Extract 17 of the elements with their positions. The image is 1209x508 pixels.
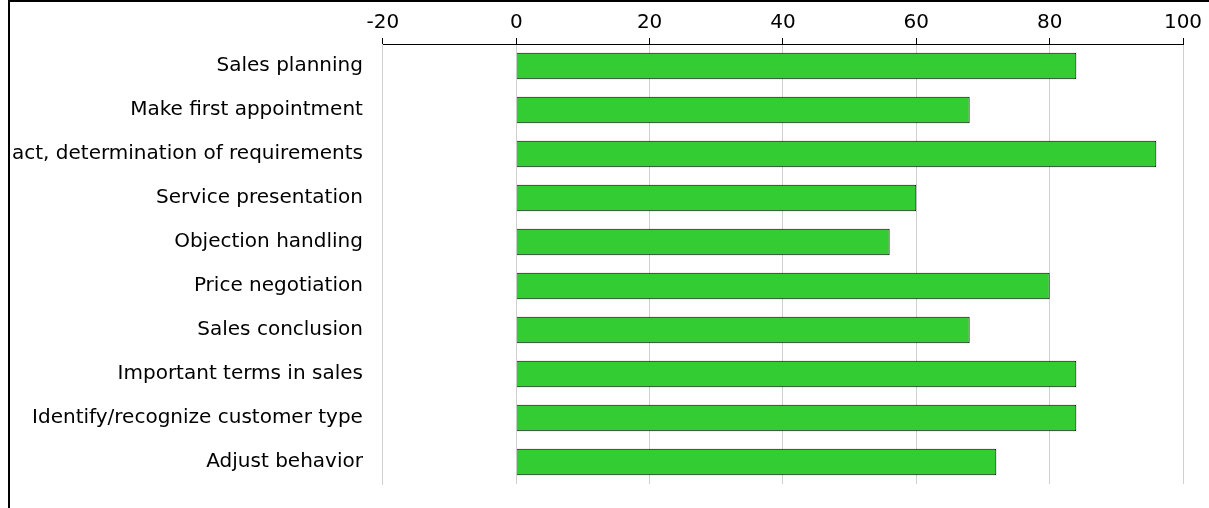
- y-tick-label: Identify/recognize customer type: [32, 404, 363, 429]
- x-tick-label: 100: [1163, 9, 1203, 34]
- y-tick-label: Make first appointment: [130, 96, 364, 121]
- x-tick-label: 20: [636, 9, 663, 34]
- y-tick-label: Important terms in sales: [117, 360, 363, 385]
- y-tick-label: Sales conclusion: [197, 316, 363, 341]
- x-tick-label: 60: [903, 9, 930, 34]
- y-tick-label: Price negotiation: [193, 272, 363, 297]
- x-tick-label: 0: [509, 9, 523, 34]
- y-tick-label: Objection handling: [174, 228, 363, 253]
- y-tick-label: Sales planning: [216, 52, 363, 77]
- x-tick-label: 40: [770, 9, 796, 34]
- y-tick-label: act, determination of requirements: [11, 140, 363, 165]
- x-tick-label: 80: [1036, 9, 1063, 34]
- y-tick-label: Adjust behavior: [206, 448, 364, 473]
- x-tick-label: -20: [366, 9, 400, 34]
- y-tick-label: Service presentation: [156, 184, 363, 209]
